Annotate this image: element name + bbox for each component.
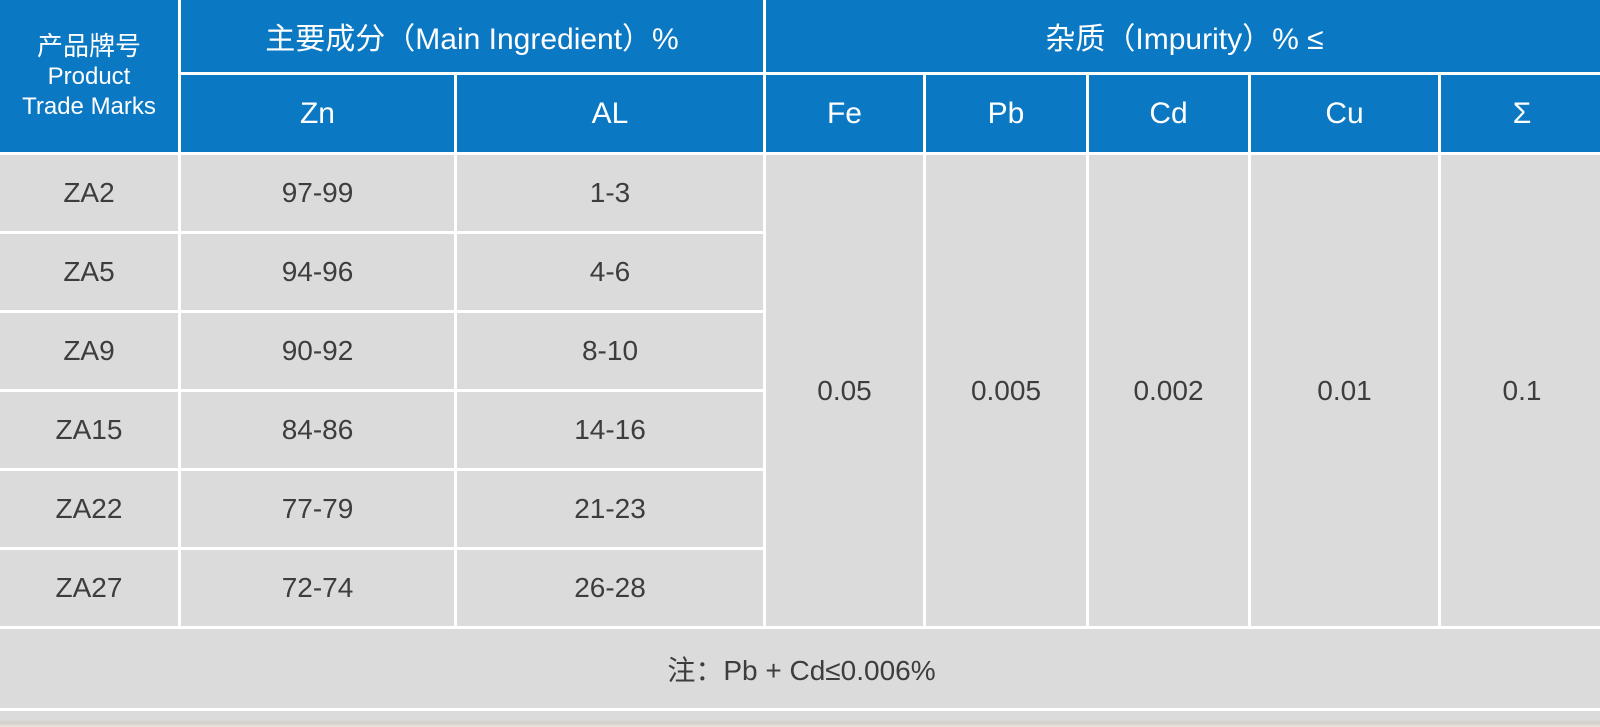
al-cell: 21-23 bbox=[454, 468, 766, 550]
zn-cell: 77-79 bbox=[178, 468, 457, 550]
zn-cell: 72-74 bbox=[178, 547, 457, 629]
al-cell: 14-16 bbox=[454, 389, 766, 471]
trade-mark-cell: ZA22 bbox=[0, 468, 181, 550]
al-cell: 1-3 bbox=[454, 152, 766, 234]
al-cell: 4-6 bbox=[454, 231, 766, 313]
header-impurity: 杂质（Impurity）% ≤ bbox=[763, 0, 1600, 75]
header-product-en1: Product bbox=[47, 63, 131, 91]
zn-cell: 90-92 bbox=[178, 310, 457, 392]
note-text: 注：Pb + Cd≤0.006% bbox=[0, 626, 1600, 711]
al-cell: 8-10 bbox=[454, 310, 766, 392]
header-main-ingredient: 主要成分（Main Ingredient）% bbox=[178, 0, 766, 75]
table-row: ZA2 97-99 1-3 0.05 0.005 0.002 0.01 0.1 bbox=[0, 152, 1600, 629]
column-header-cd: Cd bbox=[1086, 72, 1251, 155]
zn-cell: 84-86 bbox=[178, 389, 457, 471]
table-row: ZA27 72-74 26-28 bbox=[0, 547, 1600, 629]
limit-cd-cell: 0.002 bbox=[1086, 152, 1251, 629]
trade-mark-cell: ZA5 bbox=[0, 231, 181, 313]
table-row: ZA9 90-92 8-10 bbox=[0, 310, 1600, 392]
column-header-sum: Σ bbox=[1438, 72, 1600, 155]
trade-mark-cell: ZA9 bbox=[0, 310, 181, 392]
header-product-en2: Trade Marks bbox=[22, 93, 156, 121]
note-row: 注：Pb + Cd≤0.006% bbox=[0, 626, 1600, 711]
header-row-columns: Zn AL Fe Pb Cd Cu Σ bbox=[0, 72, 1600, 155]
table-row: ZA15 84-86 14-16 bbox=[0, 389, 1600, 471]
limit-fe-cell: 0.05 bbox=[763, 152, 926, 629]
header-row-groups: 产品牌号 Product Trade Marks 主要成分（Main Ingre… bbox=[0, 0, 1600, 155]
header-product-cn: 产品牌号 bbox=[36, 30, 141, 61]
bottom-edge-strip bbox=[0, 712, 1600, 727]
limit-cu-cell: 0.01 bbox=[1248, 152, 1441, 629]
column-header-fe: Fe bbox=[763, 72, 926, 155]
limit-sum-cell: 0.1 bbox=[1438, 152, 1600, 629]
trade-mark-cell: ZA2 bbox=[0, 152, 181, 234]
trade-mark-cell: ZA15 bbox=[0, 389, 181, 471]
spec-table-wrapper: 产品牌号 Product Trade Marks 主要成分（Main Ingre… bbox=[0, 0, 1600, 711]
trade-mark-cell: ZA27 bbox=[0, 547, 181, 629]
column-header-pb: Pb bbox=[923, 72, 1089, 155]
header-product-trade-marks: 产品牌号 Product Trade Marks bbox=[0, 0, 181, 155]
alloy-spec-table: 产品牌号 Product Trade Marks 主要成分（Main Ingre… bbox=[0, 0, 1600, 711]
column-header-cu: Cu bbox=[1248, 72, 1441, 155]
al-cell: 26-28 bbox=[454, 547, 766, 629]
table-row: ZA5 94-96 4-6 bbox=[0, 231, 1600, 313]
zn-cell: 94-96 bbox=[178, 231, 457, 313]
table-row: ZA22 77-79 21-23 bbox=[0, 468, 1600, 550]
zn-cell: 97-99 bbox=[178, 152, 457, 234]
column-header-zn: Zn bbox=[178, 72, 457, 155]
limit-pb-cell: 0.005 bbox=[923, 152, 1089, 629]
column-header-al: AL bbox=[454, 72, 766, 155]
